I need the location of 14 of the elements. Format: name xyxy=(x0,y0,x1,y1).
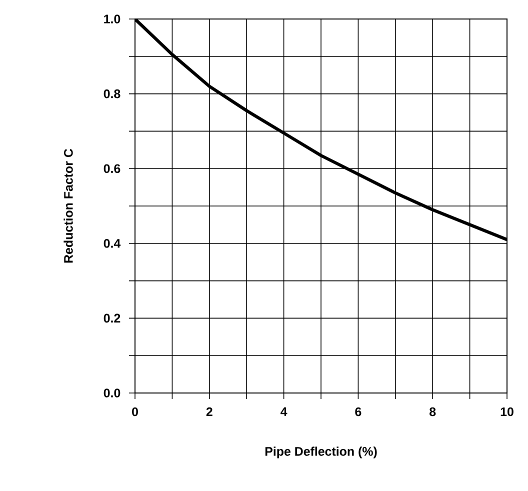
y-tick-label: 0.6 xyxy=(104,164,120,174)
y-tick-label: 0.4 xyxy=(104,239,121,248)
x-tick-label: 4 xyxy=(280,407,288,416)
y-tick-label: 0.2 xyxy=(104,314,120,323)
y-tick-label: 0.8 xyxy=(104,89,120,98)
x-tick-label: 10 xyxy=(500,407,514,416)
y-tick-label: 0.0 xyxy=(104,388,120,398)
x-tick-label: 6 xyxy=(355,407,362,416)
x-tick-label: 8 xyxy=(430,407,436,416)
y-axis-title: Reduction Factor C xyxy=(64,148,73,263)
x-axis-title: Pipe Deflection (%) xyxy=(265,446,377,458)
x-tick-label: 2 xyxy=(206,407,212,416)
x-tick-label: 0 xyxy=(132,407,138,416)
y-tick-label: 1.0 xyxy=(104,14,120,24)
